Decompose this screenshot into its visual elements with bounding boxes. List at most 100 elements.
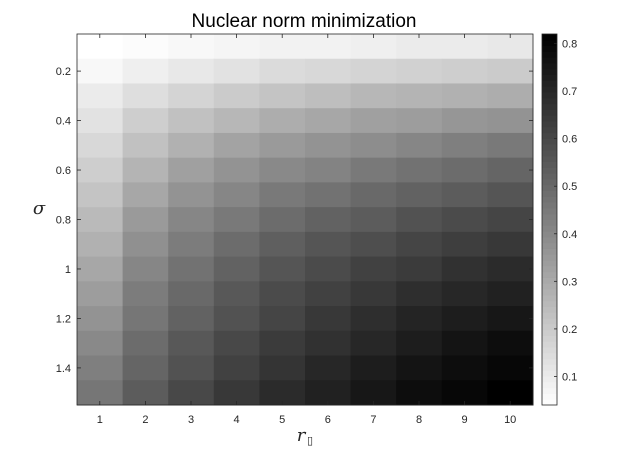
heatmap-cell xyxy=(77,58,124,84)
heatmap-cell xyxy=(213,182,260,208)
x-tick-label: 5 xyxy=(279,414,285,426)
colorbar-step xyxy=(542,132,557,139)
heatmap-cell xyxy=(168,34,215,60)
x-tick-label: 1 xyxy=(97,414,103,426)
colorbar-step xyxy=(542,149,557,157)
colorbar-step xyxy=(542,51,557,58)
heatmap-cell xyxy=(213,256,260,282)
heatmap-cell xyxy=(305,330,352,357)
heatmap-cell xyxy=(168,58,215,84)
heatmap-cell xyxy=(350,132,397,159)
heatmap-cell xyxy=(305,83,352,109)
heatmap-cell xyxy=(259,281,306,307)
heatmap-cell xyxy=(77,355,124,381)
heatmap-cell xyxy=(168,306,215,332)
x-tick-label: 7 xyxy=(370,414,376,426)
heatmap-cell xyxy=(441,207,488,233)
colorbar-step xyxy=(542,178,557,186)
heatmap-cell xyxy=(305,281,352,307)
heatmap-cell xyxy=(396,207,443,233)
y-tick-label: 0.8 xyxy=(56,215,71,227)
colorbar-tick-label: 0.2 xyxy=(562,324,577,336)
colorbar-step xyxy=(542,97,557,105)
heatmap-cell xyxy=(350,182,397,208)
heatmap-cell xyxy=(168,157,215,183)
colorbar-step xyxy=(542,213,557,220)
heatmap-cell xyxy=(487,207,534,233)
heatmap-cell xyxy=(396,83,443,109)
heatmap-cell xyxy=(396,256,443,282)
heatmap-cell xyxy=(305,207,352,233)
heatmap-cell xyxy=(122,132,169,159)
heatmap-cell xyxy=(259,132,306,159)
heatmap-cell xyxy=(305,132,352,159)
heatmap-cell xyxy=(122,306,169,332)
colorbar-step xyxy=(542,39,557,47)
x-axis-label-subscript: ▯ xyxy=(307,434,313,447)
heatmap-cell xyxy=(168,281,215,307)
x-tick-label: 6 xyxy=(325,414,331,426)
colorbar-step xyxy=(542,393,557,400)
heatmap-cell xyxy=(213,231,260,258)
heatmap-cell xyxy=(396,58,443,84)
colorbar-step xyxy=(542,376,557,383)
heatmap-cell xyxy=(396,330,443,357)
heatmap-cell xyxy=(350,355,397,381)
heatmap-cell xyxy=(122,182,169,208)
y-tick-label: 0.4 xyxy=(56,116,71,128)
colorbar-step xyxy=(542,109,557,116)
heatmap-cell xyxy=(350,34,397,60)
heatmap-cell xyxy=(396,281,443,307)
heatmap-cell xyxy=(487,58,534,84)
heatmap-cell xyxy=(487,281,534,307)
colorbar-step xyxy=(542,254,557,261)
heatmap-cell xyxy=(487,83,534,109)
colorbar-step xyxy=(542,318,557,325)
heatmap-cell xyxy=(441,108,488,134)
heatmap-cell xyxy=(213,281,260,307)
x-tick-label: 2 xyxy=(142,414,148,426)
heatmap-cell xyxy=(77,157,124,183)
colorbar-step xyxy=(542,329,557,336)
colorbar-step xyxy=(542,184,557,192)
heatmap-cell xyxy=(77,306,124,332)
heatmap-cell xyxy=(259,231,306,258)
heatmap-cell xyxy=(122,231,169,258)
colorbar-step xyxy=(542,265,557,273)
heatmap-cell xyxy=(168,256,215,282)
heatmap-cell xyxy=(350,157,397,183)
heatmap-cell xyxy=(77,207,124,233)
heatmap-cell xyxy=(396,182,443,208)
heatmap-cell xyxy=(122,58,169,84)
heatmap-cell xyxy=(350,58,397,84)
y-tick-label: 1 xyxy=(65,264,71,276)
colorbar-step xyxy=(542,68,557,76)
heatmap-cell xyxy=(213,132,260,159)
colorbar-step xyxy=(542,103,557,110)
heatmap-cell xyxy=(441,58,488,84)
x-tick-label: 3 xyxy=(188,414,194,426)
colorbar-step xyxy=(542,86,557,93)
heatmap-cell xyxy=(259,182,306,208)
heatmap-cell xyxy=(441,306,488,332)
heatmap-cell xyxy=(487,231,534,258)
heatmap-cell xyxy=(305,355,352,381)
colorbar-step xyxy=(542,138,557,145)
colorbar-frame xyxy=(541,33,558,406)
colorbar-step xyxy=(542,300,557,307)
heatmap-cell xyxy=(259,157,306,183)
x-tick-label: 10 xyxy=(504,414,516,426)
heatmap-cell xyxy=(122,355,169,381)
heatmap-cell xyxy=(77,281,124,307)
heatmap-cell xyxy=(487,256,534,282)
colorbar-step xyxy=(542,341,557,348)
heatmap-cell xyxy=(259,108,306,134)
colorbar-step xyxy=(542,248,557,255)
x-tick-label: 8 xyxy=(416,414,422,426)
heatmap-cell xyxy=(213,157,260,183)
heatmap-cell xyxy=(305,306,352,332)
colorbar-step xyxy=(542,277,557,284)
heatmap-cell xyxy=(168,231,215,258)
heatmap-cell xyxy=(213,306,260,332)
